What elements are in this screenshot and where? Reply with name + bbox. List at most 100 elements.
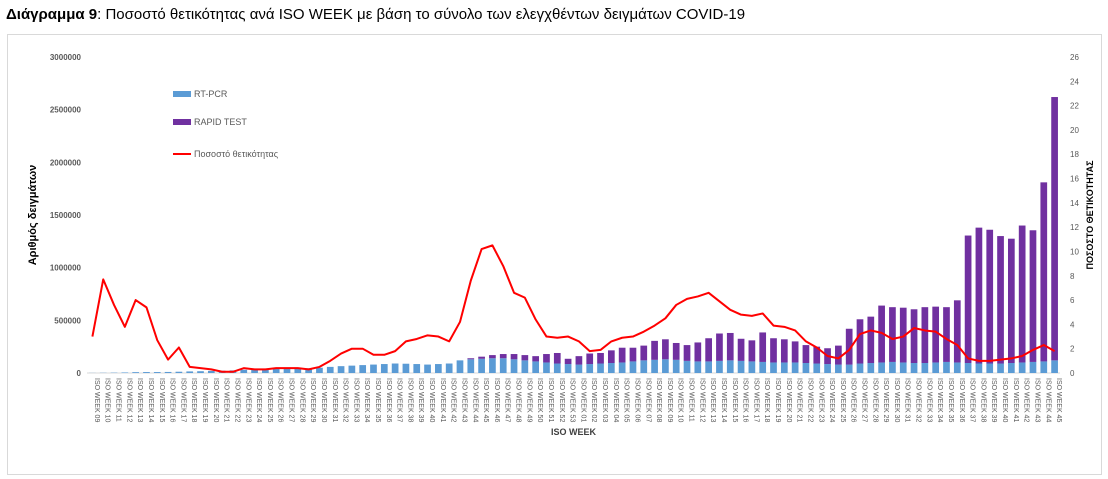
bar-rt-pcr [791,362,799,373]
bar-rt-pcr [705,361,712,373]
x-tick-label: ISO WEEK 43 [460,378,467,422]
bar-rt-pcr [932,362,940,373]
bar-rt-pcr [207,370,215,373]
bar-rapid-test [759,332,767,362]
x-tick-label: ISO WEEK 30 [320,378,327,422]
bar-rt-pcr [532,361,540,373]
bar-rapid-test [770,338,777,363]
bar-rapid-test [1007,238,1015,363]
x-tick-label: ISO WEEK 22 [233,378,240,422]
bar-rapid-test [932,306,940,363]
bar-rt-pcr [824,364,831,373]
bar-rapid-test [499,354,507,359]
bar-rt-pcr [564,364,572,373]
y2-tick-label: 20 [1070,126,1079,135]
bar-rt-pcr [294,368,302,373]
x-tick-label: ISO WEEK 01 [579,378,586,422]
bar-rt-pcr [305,368,312,373]
x-tick-label: ISO WEEK 23 [817,378,824,422]
x-tick-label: ISO WEEK 46 [493,378,500,422]
bar-rapid-test [1040,182,1048,362]
bar-rapid-test [802,345,810,363]
bar-rapid-test [953,300,961,363]
bar-rapid-test [737,338,745,361]
x-tick-label: ISO WEEK 26 [850,378,857,422]
x-tick-label: ISO WEEK 16 [169,378,176,422]
bar-rt-pcr [543,362,550,373]
bar-rapid-test [618,347,626,363]
x-tick-label: ISO WEEK 31 [331,378,338,422]
y2-tick-label: 8 [1070,272,1075,281]
y-axis-title: Αριθμός δειγμάτων [27,165,39,266]
x-tick-label: ISO WEEK 47 [504,378,511,422]
x-tick-label: ISO WEEK 45 [1055,378,1062,422]
bar-rt-pcr [337,366,345,373]
y2-tick-label: 6 [1070,296,1075,305]
bar-rt-pcr [370,364,377,373]
y-tick-label: 2000000 [50,158,82,167]
bar-rt-pcr [132,372,140,373]
x-tick-label: ISO WEEK 38 [406,378,413,422]
x-tick-label: ISO WEEK 36 [385,378,392,422]
bar-rt-pcr [467,359,475,373]
legend-label-rt-pcr: RT-PCR [194,89,228,99]
bar-rapid-test [845,328,853,365]
x-tick-label: ISO WEEK 12 [125,378,132,422]
bar-rapid-test [1029,230,1037,362]
bar-rt-pcr [683,360,691,373]
y2-tick-label: 22 [1070,102,1079,111]
bar-rapid-test [597,352,604,364]
bar-rt-pcr [380,364,388,373]
bar-rt-pcr [348,365,356,373]
x-tick-label: ISO WEEK 34 [936,378,943,422]
bar-rt-pcr [1007,362,1015,373]
x-tick-label: ISO WEEK 51 [547,378,554,422]
x-tick-label: ISO WEEK 15 [731,378,738,422]
bar-rapid-test [564,358,572,365]
chart-frame: 0 500000 1000000 1500000 2000000 2500000 30000… [7,34,1102,475]
bar-rapid-test [607,350,615,363]
x-tick-label: ISO WEEK 28 [298,378,305,422]
bar-rapid-test [921,307,929,363]
x-tick-label: ISO WEEK 39 [417,378,424,422]
bar-rt-pcr [143,372,150,373]
x-tick-label: ISO WEEK 06 [633,378,640,422]
bar-rt-pcr [359,365,367,373]
bar-rt-pcr [813,363,821,373]
x-tick-label: ISO WEEK 43 [1033,378,1040,422]
bar-rt-pcr [326,366,334,373]
bar-rt-pcr [964,362,972,373]
bar-rapid-test [867,316,875,363]
y-tick-label: 1000000 [50,264,82,273]
x-tick-label: ISO WEEK 39 [990,378,997,422]
bar-rt-pcr [1051,360,1058,373]
bar-rt-pcr [759,361,767,373]
bar-rapid-test [651,340,658,360]
bar-rt-pcr [629,361,637,373]
x-tick-label: ISO WEEK 35 [947,378,954,422]
bar-rt-pcr [435,364,442,373]
x-tick-label: ISO WEEK 15 [158,378,165,422]
bar-rapid-test [748,340,756,362]
y2-tick-label: 10 [1070,247,1079,256]
y-tick-label: 2500000 [50,106,82,115]
bar-rapid-test [489,355,496,359]
bar-rapid-test [813,346,821,364]
x-tick-label: ISO WEEK 33 [925,378,932,422]
bar-rapid-test [964,235,972,363]
y2-axis-title: ΠΟΣΟΣΤΟ ΘΕΤΙΚΟΤΗΤΑΣ [1085,160,1095,270]
bar-rt-pcr [413,364,421,373]
bar-rt-pcr [445,363,453,373]
bar-rt-pcr [164,371,172,373]
bar-rt-pcr [489,358,496,373]
bar-rapid-test [899,307,907,363]
x-tick-label: ISO WEEK 20 [785,378,792,422]
bar-rt-pcr [240,369,248,373]
bar-rt-pcr [1018,362,1026,373]
bar-rt-pcr [597,363,604,373]
x-tick-label: ISO WEEK 18 [190,378,197,422]
bar-rapid-test [672,342,680,360]
bar-rapid-test [1051,97,1058,361]
bar-rt-pcr [672,359,680,373]
bar-rapid-test [467,358,475,360]
